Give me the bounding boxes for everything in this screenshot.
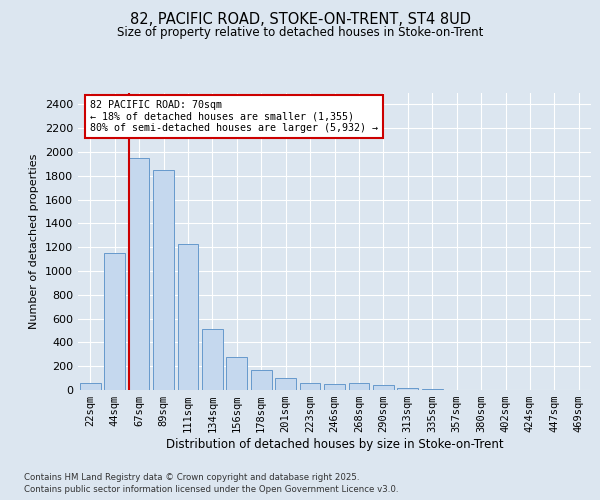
Bar [80, 384, 101, 390]
Bar [104, 253, 125, 390]
Bar [422, 389, 443, 390]
Bar [153, 170, 174, 390]
X-axis label: Distribution of detached houses by size in Stoke-on-Trent: Distribution of detached houses by size … [166, 438, 503, 451]
Bar [299, 384, 320, 390]
Bar [397, 388, 418, 390]
Bar [178, 244, 199, 390]
Bar [373, 385, 394, 390]
Bar [275, 378, 296, 390]
Text: 82, PACIFIC ROAD, STOKE-ON-TRENT, ST4 8UD: 82, PACIFIC ROAD, STOKE-ON-TRENT, ST4 8U… [130, 12, 470, 28]
Bar [251, 370, 272, 390]
Text: 82 PACIFIC ROAD: 70sqm
← 18% of detached houses are smaller (1,355)
80% of semi-: 82 PACIFIC ROAD: 70sqm ← 18% of detached… [91, 100, 379, 133]
Bar [349, 384, 370, 390]
Y-axis label: Number of detached properties: Number of detached properties [29, 154, 40, 329]
Bar [202, 330, 223, 390]
Bar [128, 158, 149, 390]
Text: Contains HM Land Registry data © Crown copyright and database right 2025.: Contains HM Land Registry data © Crown c… [24, 472, 359, 482]
Bar [324, 384, 345, 390]
Bar [226, 356, 247, 390]
Text: Contains public sector information licensed under the Open Government Licence v3: Contains public sector information licen… [24, 485, 398, 494]
Text: Size of property relative to detached houses in Stoke-on-Trent: Size of property relative to detached ho… [117, 26, 483, 39]
